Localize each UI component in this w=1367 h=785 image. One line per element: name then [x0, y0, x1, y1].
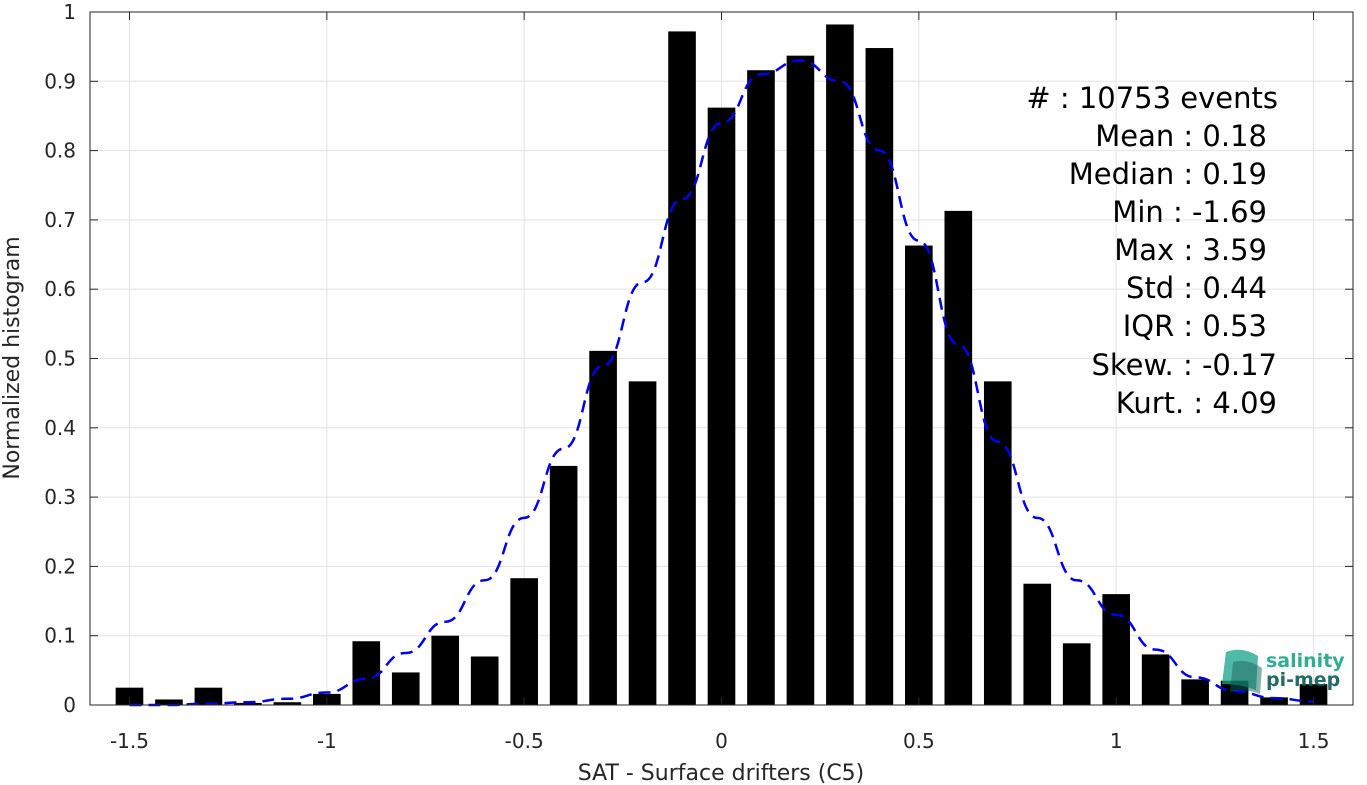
stat-skew: Skew. : -0.17 — [1091, 348, 1277, 382]
histogram-bar — [155, 699, 183, 705]
stats-annotation: # : 10753 events Mean : 0.18 Median : 0.… — [1026, 81, 1278, 420]
histogram-bar — [273, 702, 302, 705]
histogram-bar — [470, 656, 499, 705]
histogram-bar — [431, 635, 460, 705]
stat-max: Max : 3.59 — [1114, 233, 1267, 267]
y-axis-title: Normalized histogram — [0, 236, 25, 479]
y-tick-label: 0 — [63, 693, 76, 717]
histogram-bar — [786, 55, 815, 706]
histogram-bar — [944, 210, 973, 706]
y-tick-label: 0.5 — [44, 347, 76, 371]
y-tick-label: 0.4 — [44, 416, 76, 440]
y-tick-label: 0.6 — [44, 277, 76, 301]
x-tick-label: -1 — [317, 729, 337, 753]
stat-median: Median : 0.19 — [1069, 157, 1267, 191]
histogram-bar — [628, 381, 657, 705]
histogram-bar — [905, 245, 933, 705]
y-tick-label: 1 — [63, 0, 76, 24]
x-tick-labels: -1.5 -1 -0.5 0 0.5 1 1.5 — [110, 729, 1329, 753]
axis-ticks — [90, 11, 1353, 706]
x-tick-label: 0 — [715, 729, 728, 753]
y-tick-label: 0.3 — [44, 485, 76, 509]
histogram-bar — [747, 70, 775, 706]
histogram-bar — [707, 107, 736, 705]
histogram-bar — [391, 672, 420, 705]
histogram-bars — [115, 24, 1328, 706]
stat-iqr: IQR : 0.53 — [1123, 309, 1267, 343]
histogram-bar — [549, 465, 578, 705]
stat-min: Min : -1.69 — [1112, 195, 1267, 229]
histogram-bar — [1260, 697, 1288, 705]
y-tick-label: 0.9 — [44, 69, 76, 93]
stat-kurt: Kurt. : 4.09 — [1116, 386, 1277, 420]
histogram-bar — [234, 702, 262, 705]
logo-wave-icon-dark — [1230, 660, 1262, 694]
histogram-bar — [826, 24, 854, 706]
histogram-bar — [1181, 679, 1209, 705]
salinity-pimep-logo: salinity pi-mep — [1222, 649, 1345, 694]
x-tick-label: 1 — [1110, 729, 1123, 753]
logo-text-pimep: pi-mep — [1266, 669, 1340, 691]
histogram-bar — [352, 641, 381, 705]
histogram-bar — [1062, 643, 1091, 705]
histogram-bar — [1102, 594, 1131, 705]
histogram-bar — [194, 687, 223, 705]
histogram-bar — [589, 350, 617, 705]
histogram-bar — [1141, 654, 1170, 705]
y-tick-label: 0.2 — [44, 554, 76, 578]
logo-wave-icon — [1222, 649, 1258, 690]
logo-text-salinity: salinity — [1266, 650, 1345, 672]
y-tick-labels: 0 0.1 0.2 0.3 0.4 0.5 0.6 0.7 0.8 0.9 1 — [44, 0, 76, 717]
stat-events: # : 10753 events — [1026, 81, 1278, 115]
histogram-bar — [865, 48, 894, 705]
histogram-bar — [510, 578, 538, 705]
stat-mean: Mean : 0.18 — [1095, 119, 1267, 153]
x-tick-label: 1.5 — [1298, 729, 1330, 753]
y-tick-label: 0.7 — [44, 208, 76, 232]
y-tick-label: 0.1 — [44, 624, 76, 648]
histogram-bar — [1023, 583, 1052, 705]
x-tick-label: 0.5 — [903, 729, 935, 753]
x-axis-title: SAT - Surface drifters (C5) — [578, 761, 865, 785]
x-tick-label: -0.5 — [505, 729, 544, 753]
histogram-bar — [668, 31, 696, 706]
y-tick-label: 0.8 — [44, 139, 76, 163]
x-tick-label: -1.5 — [110, 729, 149, 753]
normal-fit-curve — [129, 59, 1314, 707]
stat-std: Std : 0.44 — [1126, 271, 1267, 305]
histogram-bar — [115, 687, 144, 705]
histogram-bar — [983, 381, 1012, 705]
histogram-bar — [1299, 684, 1328, 705]
